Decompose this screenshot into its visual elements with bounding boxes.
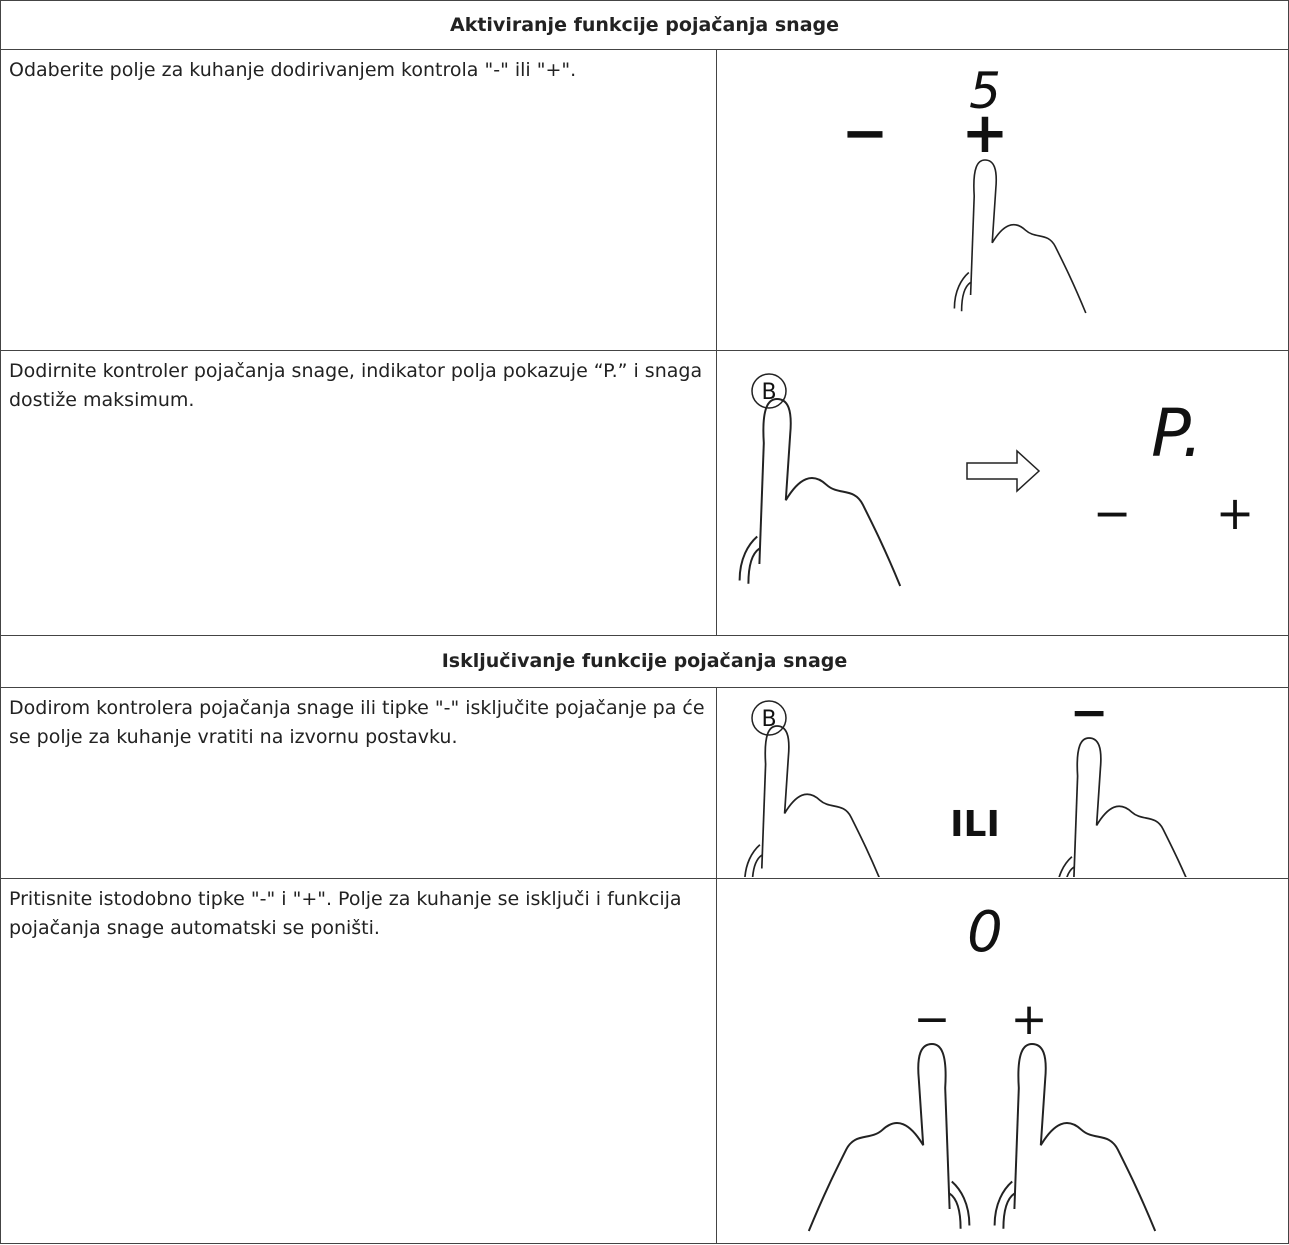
boost-label: B bbox=[761, 707, 776, 732]
plus-key: + bbox=[1011, 994, 1048, 1045]
hand bbox=[953, 159, 1087, 314]
figure: 5 − + bbox=[842, 62, 1087, 314]
hand bbox=[1055, 737, 1197, 877]
hand bbox=[807, 1043, 971, 1232]
hand bbox=[993, 1043, 1157, 1232]
display-digit: P. bbox=[1151, 395, 1203, 472]
hand bbox=[738, 398, 902, 587]
section-title: Isključivanje funkcije pojačanja snage bbox=[0, 635, 1289, 688]
step-text: Pritisnite istodobno tipke "-" i "+". Po… bbox=[0, 878, 717, 1244]
figure: B P. − + bbox=[738, 373, 1255, 587]
boost-label: B bbox=[761, 380, 776, 405]
figure-cell: 5 − + bbox=[716, 49, 1289, 351]
figure: B ILI − bbox=[743, 688, 1197, 877]
plus-key: + bbox=[1216, 486, 1255, 540]
figure-cell: B P. − + bbox=[716, 350, 1289, 636]
minus-key: − bbox=[914, 994, 951, 1045]
step-text: Dodirnite kontroler pojačanja snage, ind… bbox=[0, 350, 717, 636]
step-text: Dodirom kontrolera pojačanja snage ili t… bbox=[0, 687, 717, 879]
figure: 0 − + bbox=[807, 900, 1157, 1232]
figure-cell: B ILI − bbox=[716, 687, 1289, 879]
display-digit: 5 bbox=[969, 62, 1001, 120]
figure-cell: 0 − + bbox=[716, 878, 1289, 1244]
plus-key: + bbox=[962, 101, 1009, 166]
or-label: ILI bbox=[950, 804, 1000, 845]
section-title: Aktiviranje funkcije pojačanja snage bbox=[0, 0, 1289, 50]
arrow bbox=[966, 449, 1041, 493]
minus-key: − bbox=[1070, 688, 1109, 739]
step-text: Odaberite polje za kuhanje dodirivanjem … bbox=[0, 49, 717, 351]
minus-key: − bbox=[1093, 486, 1132, 540]
display-digit: 0 bbox=[967, 900, 1003, 965]
boost-key bbox=[751, 700, 787, 736]
minus-key: − bbox=[842, 101, 889, 166]
boost-key bbox=[751, 373, 787, 409]
hand bbox=[743, 725, 885, 877]
